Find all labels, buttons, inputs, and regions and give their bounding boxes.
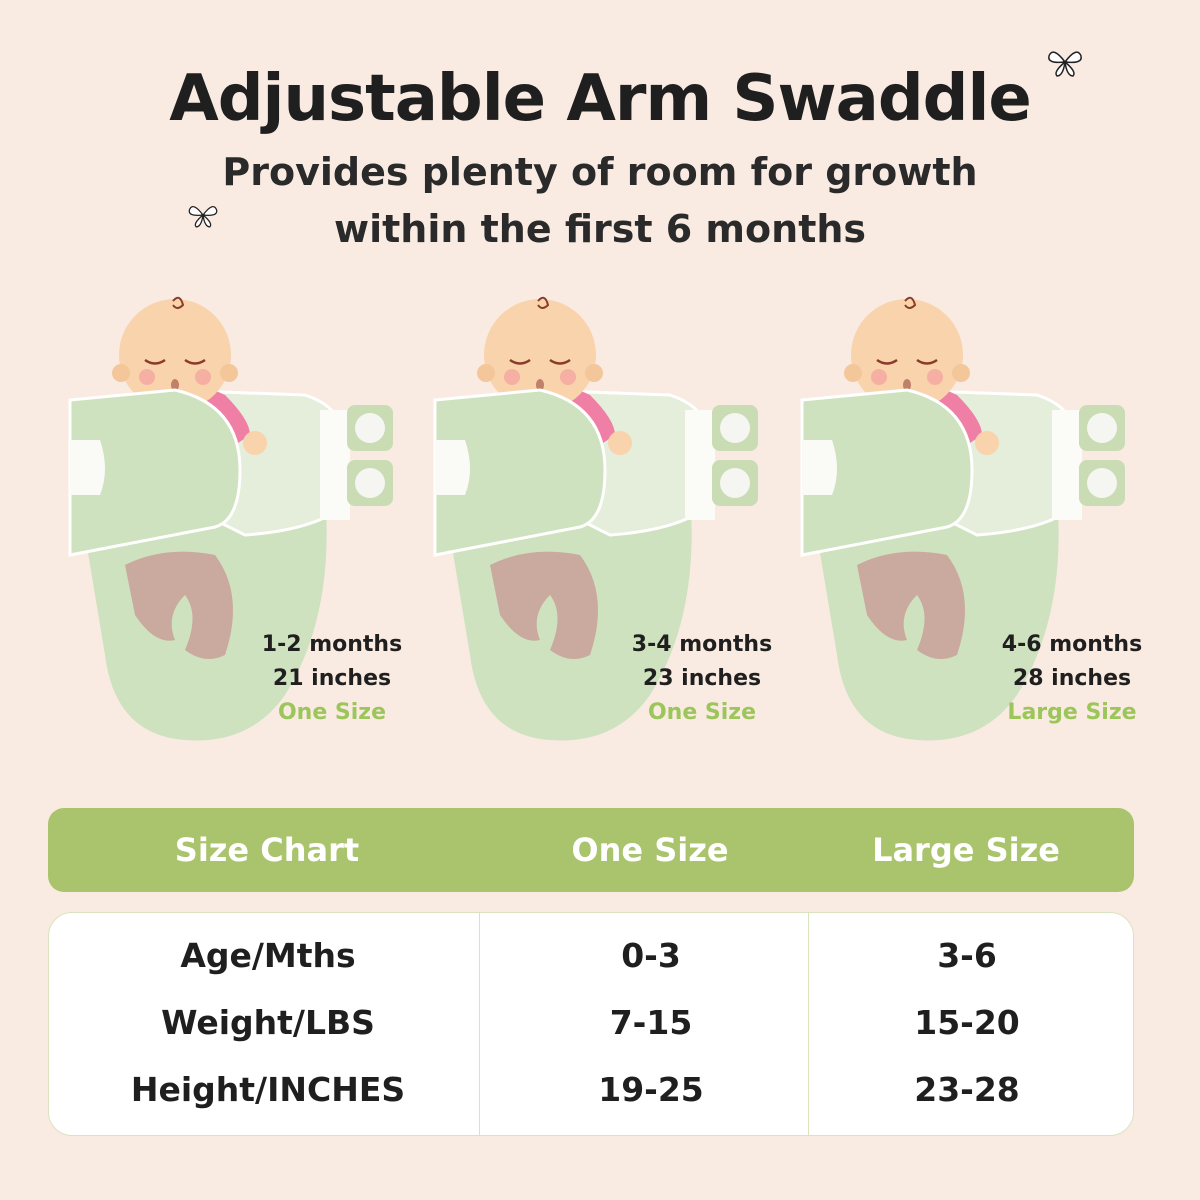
stage-length: 28 inches bbox=[1012, 666, 1132, 691]
row-label-weight: Weight/LBS bbox=[161, 1003, 375, 1042]
stage-size: One Size bbox=[647, 700, 757, 725]
butterfly-icon bbox=[186, 198, 220, 232]
stage-label-1: 1-2 months 21 inches One Size bbox=[232, 628, 432, 730]
cell-one-age: 0-3 bbox=[621, 936, 681, 975]
stage-length: 23 inches bbox=[642, 666, 762, 691]
stage-size: Large Size bbox=[1007, 700, 1137, 725]
stage-length: 21 inches bbox=[272, 666, 392, 691]
subtitle-line-2: within the first 6 months bbox=[333, 207, 867, 251]
cell-one-height: 19-25 bbox=[598, 1070, 704, 1109]
cell-large-height: 23-28 bbox=[914, 1070, 1020, 1109]
size-chart-header: Size Chart One Size Large Size bbox=[48, 808, 1134, 892]
row-label-age: Age/Mths bbox=[180, 936, 356, 975]
stage-age: 4-6 months bbox=[1001, 632, 1143, 657]
row-label-height: Height/INCHES bbox=[130, 1070, 406, 1109]
cell-large-weight: 15-20 bbox=[914, 1003, 1020, 1042]
subtitle-line-1: Provides plenty of room for growth bbox=[222, 150, 978, 194]
stage-size: One Size bbox=[277, 700, 387, 725]
butterfly-icon bbox=[1045, 42, 1085, 82]
header-one-size: One Size bbox=[571, 831, 729, 869]
column-divider bbox=[808, 913, 809, 1135]
stage-label-2: 3-4 months 23 inches One Size bbox=[602, 628, 802, 730]
size-chart-table: Age/Mths 0-3 3-6 Weight/LBS 7-15 15-20 H… bbox=[48, 912, 1134, 1136]
stage-label-3: 4-6 months 28 inches Large Size bbox=[972, 628, 1172, 730]
cell-one-weight: 7-15 bbox=[609, 1003, 693, 1042]
header-large-size: Large Size bbox=[872, 831, 1060, 869]
cell-large-age: 3-6 bbox=[937, 936, 997, 975]
header-size-chart: Size Chart bbox=[174, 831, 360, 869]
stage-age: 3-4 months bbox=[631, 632, 773, 657]
column-divider bbox=[479, 913, 480, 1135]
page-title: Adjustable Arm Swaddle bbox=[169, 62, 1032, 136]
stage-age: 1-2 months bbox=[261, 632, 403, 657]
